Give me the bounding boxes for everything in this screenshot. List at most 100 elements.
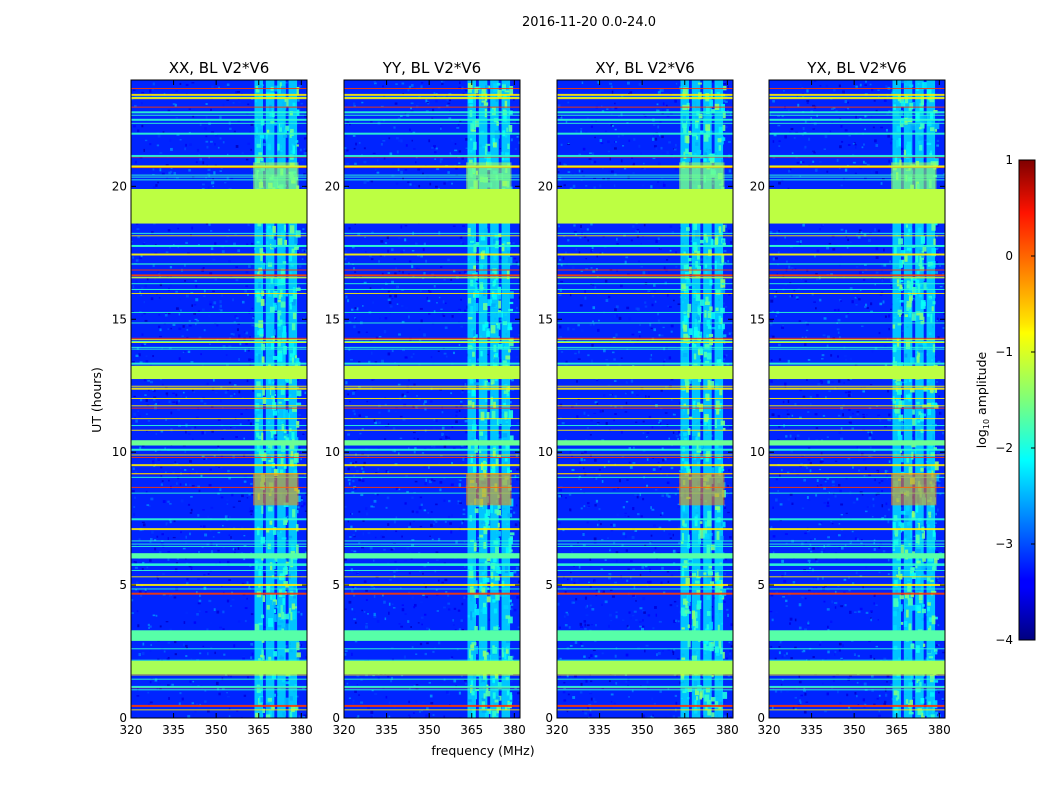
rfi-speckle [254, 623, 260, 631]
noise-speckle [567, 693, 570, 696]
noise-speckle [677, 526, 681, 530]
noise-speckle [435, 551, 439, 554]
noise-speckle [385, 281, 387, 284]
rfi-speckle [258, 354, 261, 363]
rfi-line [131, 518, 307, 521]
y-tick-label: 5 [332, 578, 340, 592]
noise-speckle [411, 83, 414, 87]
noise-speckle [143, 342, 147, 344]
noise-speckle [700, 326, 703, 329]
noise-speckle [155, 184, 158, 187]
noise-speckle [252, 388, 254, 392]
noise-speckle [409, 183, 412, 186]
noise-speckle [186, 328, 189, 331]
noise-speckle [237, 90, 241, 93]
noise-speckle [666, 466, 668, 470]
noise-speckle [373, 586, 375, 590]
rfi-line [131, 348, 307, 350]
noise-speckle [245, 342, 248, 346]
noise-speckle [193, 391, 195, 393]
rfi-speckle [265, 714, 271, 718]
noise-speckle [203, 295, 206, 297]
noise-speckle [303, 714, 307, 717]
rfi-speckle [261, 649, 264, 659]
noise-speckle [559, 336, 563, 339]
noise-speckle [239, 342, 242, 346]
noise-speckle [229, 604, 233, 607]
noise-speckle [462, 405, 466, 409]
noise-speckle [610, 113, 613, 116]
rfi-line [344, 674, 520, 676]
noise-speckle [174, 653, 177, 656]
noise-speckle [216, 610, 220, 614]
noise-speckle [139, 398, 143, 402]
noise-speckle [435, 559, 439, 561]
rfi-line [131, 454, 307, 456]
noise-speckle [629, 617, 632, 620]
noise-speckle [456, 127, 460, 129]
noise-speckle [728, 293, 731, 296]
rfi-speckle [291, 248, 295, 254]
noise-speckle [347, 611, 349, 615]
noise-speckle [357, 331, 361, 334]
noise-speckle [710, 434, 714, 437]
rfi-speckle [282, 325, 287, 334]
rfi-line [344, 277, 520, 279]
noise-speckle [380, 535, 384, 539]
noise-speckle [179, 467, 182, 469]
noise-speckle [395, 516, 398, 519]
noise-speckle [389, 305, 393, 308]
rfi-line [131, 93, 307, 96]
noise-speckle [250, 358, 254, 361]
noise-speckle [393, 126, 396, 129]
noise-speckle [382, 140, 386, 142]
noise-speckle [458, 308, 462, 312]
rfi-speckle [474, 443, 478, 453]
noise-speckle [610, 619, 613, 622]
rfi-line [131, 132, 307, 135]
rfi-speckle [289, 295, 294, 302]
noise-speckle [296, 700, 299, 703]
noise-speckle [190, 657, 193, 661]
noise-speckle [657, 109, 660, 112]
noise-speckle [454, 149, 458, 152]
rfi-speckle [481, 520, 486, 524]
rfi-line [344, 659, 520, 661]
noise-speckle [346, 149, 349, 152]
noise-speckle [233, 130, 236, 133]
noise-speckle [382, 434, 385, 438]
noise-speckle [433, 418, 436, 421]
x-tick-label: 350 [418, 723, 441, 737]
noise-speckle [640, 515, 643, 518]
noise-speckle [139, 256, 143, 260]
rfi-speckle [256, 393, 262, 397]
rfi-speckle [480, 351, 483, 357]
noise-speckle [210, 646, 213, 649]
noise-speckle [653, 289, 657, 293]
noise-speckle [235, 279, 239, 282]
noise-speckle [425, 714, 428, 718]
rfi-speckle [497, 323, 501, 330]
rfi-speckle [258, 569, 262, 576]
noise-speckle [667, 256, 670, 258]
rfi-speckle [496, 531, 502, 537]
rfi-speckle [284, 613, 289, 620]
rfi-speckle [268, 546, 272, 549]
rfi-speckle [289, 111, 293, 116]
noise-speckle [241, 396, 245, 399]
noise-speckle [142, 561, 145, 564]
noise-speckle [420, 503, 423, 506]
flagged-band [344, 365, 520, 380]
rfi-speckle [260, 654, 264, 658]
noise-speckle [365, 599, 368, 601]
noise-speckle [430, 523, 433, 527]
noise-speckle [488, 128, 492, 131]
noise-speckle [412, 404, 415, 408]
noise-speckle [305, 149, 307, 152]
noise-speckle [167, 641, 171, 644]
noise-speckle [264, 318, 267, 321]
noise-speckle [363, 281, 367, 284]
rfi-speckle [484, 321, 489, 328]
noise-speckle [190, 495, 193, 498]
noise-speckle [427, 562, 429, 564]
